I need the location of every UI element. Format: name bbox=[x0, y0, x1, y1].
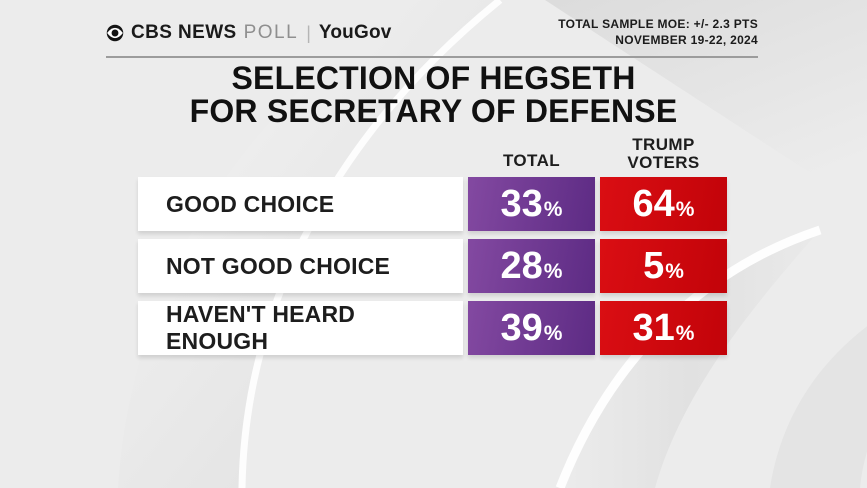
column-header-trump-voters: TRUMP VOTERS bbox=[600, 136, 727, 172]
total-value-cell: 33 % bbox=[468, 177, 595, 231]
header-divider bbox=[106, 56, 758, 58]
trump-header-line-2: VOTERS bbox=[627, 152, 700, 172]
percent-sign: % bbox=[675, 322, 695, 345]
total-value: 33 bbox=[500, 183, 543, 225]
cbs-news-wordmark: CBS NEWS bbox=[131, 22, 237, 43]
percent-sign: % bbox=[543, 322, 563, 345]
header-bar: CBS NEWS POLL | YouGov TOTAL SAMPLE MOE:… bbox=[106, 16, 758, 48]
cbs-eye-icon bbox=[106, 24, 124, 42]
yougov-wordmark: YouGov bbox=[318, 22, 392, 43]
total-value: 28 bbox=[500, 245, 543, 287]
poll-wordmark: POLL bbox=[243, 22, 299, 43]
percent-sign: % bbox=[665, 260, 684, 283]
page-title: SELECTION OF HEGSETH FOR SECRETARY OF DE… bbox=[0, 62, 867, 127]
column-header-total: TOTAL bbox=[502, 151, 561, 170]
trump-value-cell: 64 % bbox=[600, 177, 727, 231]
table-row: GOOD CHOICE 33 % 64 % bbox=[138, 177, 727, 231]
row-label: NOT GOOD CHOICE bbox=[138, 239, 463, 293]
percent-sign: % bbox=[543, 260, 563, 283]
sample-moe-note: TOTAL SAMPLE MOE: +/- 2.3 PTS NOVEMBER 1… bbox=[558, 16, 758, 48]
poll-table: GOOD CHOICE 33 % 64 % NOT GOOD CHOICE 28… bbox=[138, 177, 727, 363]
title-line-1: SELECTION OF HEGSETH bbox=[231, 60, 636, 96]
row-label: GOOD CHOICE bbox=[138, 177, 463, 231]
percent-sign: % bbox=[675, 198, 695, 221]
trump-value-cell: 31 % bbox=[600, 301, 727, 355]
title-line-2: FOR SECRETARY OF DEFENSE bbox=[189, 92, 678, 129]
trump-value: 31 bbox=[632, 307, 675, 349]
brand-separator: | bbox=[306, 22, 311, 43]
total-value: 39 bbox=[500, 307, 543, 349]
trump-header-line-1: TRUMP bbox=[632, 135, 695, 154]
date-line: NOVEMBER 19-22, 2024 bbox=[615, 33, 758, 48]
moe-line: TOTAL SAMPLE MOE: +/- 2.3 PTS bbox=[558, 17, 758, 31]
trump-value-cell: 5 % bbox=[600, 239, 727, 293]
trump-value: 5 bbox=[643, 245, 665, 287]
table-row: HAVEN'T HEARD ENOUGH 39 % 31 % bbox=[138, 301, 727, 355]
brand-logo: CBS NEWS POLL | YouGov bbox=[106, 16, 392, 44]
total-value-cell: 28 % bbox=[468, 239, 595, 293]
trump-value: 64 bbox=[632, 183, 675, 225]
percent-sign: % bbox=[543, 198, 563, 221]
total-value-cell: 39 % bbox=[468, 301, 595, 355]
row-label: HAVEN'T HEARD ENOUGH bbox=[138, 301, 463, 355]
table-row: NOT GOOD CHOICE 28 % 5 % bbox=[138, 239, 727, 293]
